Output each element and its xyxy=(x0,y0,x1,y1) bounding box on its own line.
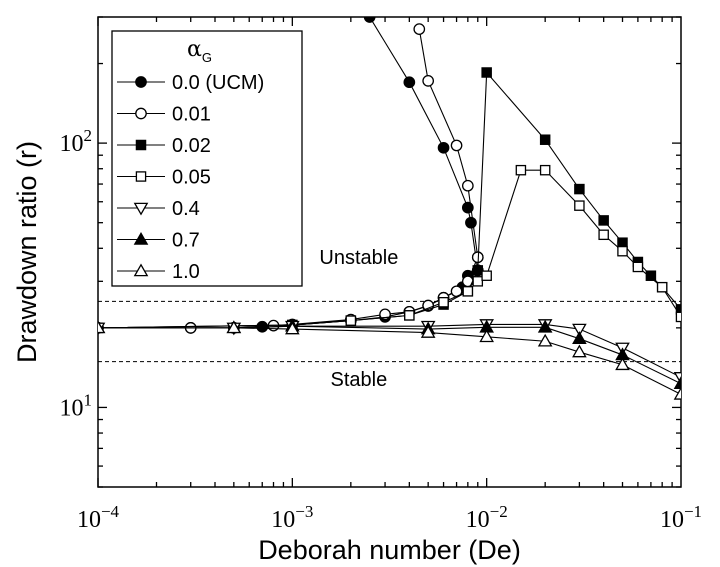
data-point xyxy=(515,164,527,176)
series-5 xyxy=(98,319,681,385)
x-tick-label: 10−2 xyxy=(466,502,508,533)
legend-marker xyxy=(135,76,147,88)
data-point xyxy=(574,183,585,195)
data-point xyxy=(673,376,681,389)
data-point xyxy=(481,270,492,281)
x-axis-title: Deborah number (De) xyxy=(258,535,521,565)
x-tick-label: 10−4 xyxy=(77,502,120,533)
legend-label: 1.0 xyxy=(172,261,200,283)
data-point xyxy=(413,23,426,35)
data-point xyxy=(617,245,628,257)
y-tick-label: 102 xyxy=(60,126,93,157)
data-point xyxy=(462,286,474,297)
data-point xyxy=(572,331,587,344)
data-layer xyxy=(98,17,681,400)
data-point xyxy=(574,200,585,211)
series-6 xyxy=(98,318,681,389)
plot-frame xyxy=(97,16,682,488)
data-point xyxy=(598,229,609,241)
series-line xyxy=(98,327,681,395)
series-upper-branch-line xyxy=(369,17,479,271)
data-point xyxy=(226,320,242,334)
data-point xyxy=(645,270,657,281)
data-point xyxy=(403,76,416,89)
data-point xyxy=(675,311,681,323)
legend-label: 0.01 xyxy=(172,104,211,126)
data-point xyxy=(656,281,668,293)
legend-label: 0.02 xyxy=(172,135,211,157)
data-point xyxy=(450,139,463,152)
y-axis-title: Drawdown ratio (r) xyxy=(12,141,42,363)
series-7 xyxy=(98,320,681,400)
legend-marker xyxy=(133,231,149,245)
data-point xyxy=(461,275,474,288)
legend-marker xyxy=(135,107,147,120)
data-point xyxy=(472,276,484,287)
legend-marker xyxy=(133,263,149,277)
unstable-region-label: Unstable xyxy=(319,247,398,269)
data-point xyxy=(420,325,436,338)
data-point xyxy=(481,67,492,78)
legend-title: αG xyxy=(187,37,212,65)
series-4 xyxy=(98,164,681,334)
legend-marker xyxy=(135,139,147,151)
data-point xyxy=(673,386,681,400)
y-tick-label: 101 xyxy=(60,390,93,421)
data-point xyxy=(363,17,376,23)
stable-region-label: Stable xyxy=(331,369,388,391)
data-point xyxy=(539,164,551,176)
legend-marker xyxy=(133,202,149,216)
data-point xyxy=(572,323,587,337)
series-line xyxy=(98,169,681,329)
legend: αG 0.0 (UCM) 0.01 0.02 0.05 0.4 0.7 1.0 xyxy=(111,30,303,287)
legend-label: 0.05 xyxy=(172,167,211,189)
data-point xyxy=(345,315,357,326)
legend-box xyxy=(111,30,303,287)
data-point xyxy=(537,333,553,347)
data-point xyxy=(285,321,300,335)
data-point xyxy=(472,265,484,276)
data-point xyxy=(632,261,644,273)
data-point xyxy=(615,357,630,371)
data-point xyxy=(539,134,551,145)
x-tick-label: 10−3 xyxy=(271,502,313,533)
data-point xyxy=(598,215,609,226)
data-point xyxy=(422,75,435,87)
data-point xyxy=(98,320,106,334)
data-point xyxy=(404,310,415,321)
data-point xyxy=(438,296,449,308)
x-tick-label: 10−1 xyxy=(660,502,702,533)
data-point xyxy=(537,319,553,333)
legend-label: 0.4 xyxy=(172,198,200,220)
legend-label: 0.7 xyxy=(172,230,200,252)
data-point xyxy=(465,216,477,229)
data-point xyxy=(617,237,628,248)
series-line xyxy=(98,323,681,378)
data-point xyxy=(572,344,587,358)
legend-label: 0.0 (UCM) xyxy=(172,72,264,94)
legend-marker xyxy=(135,171,147,182)
data-point xyxy=(479,329,494,343)
data-point xyxy=(461,179,474,192)
data-point xyxy=(437,141,450,154)
